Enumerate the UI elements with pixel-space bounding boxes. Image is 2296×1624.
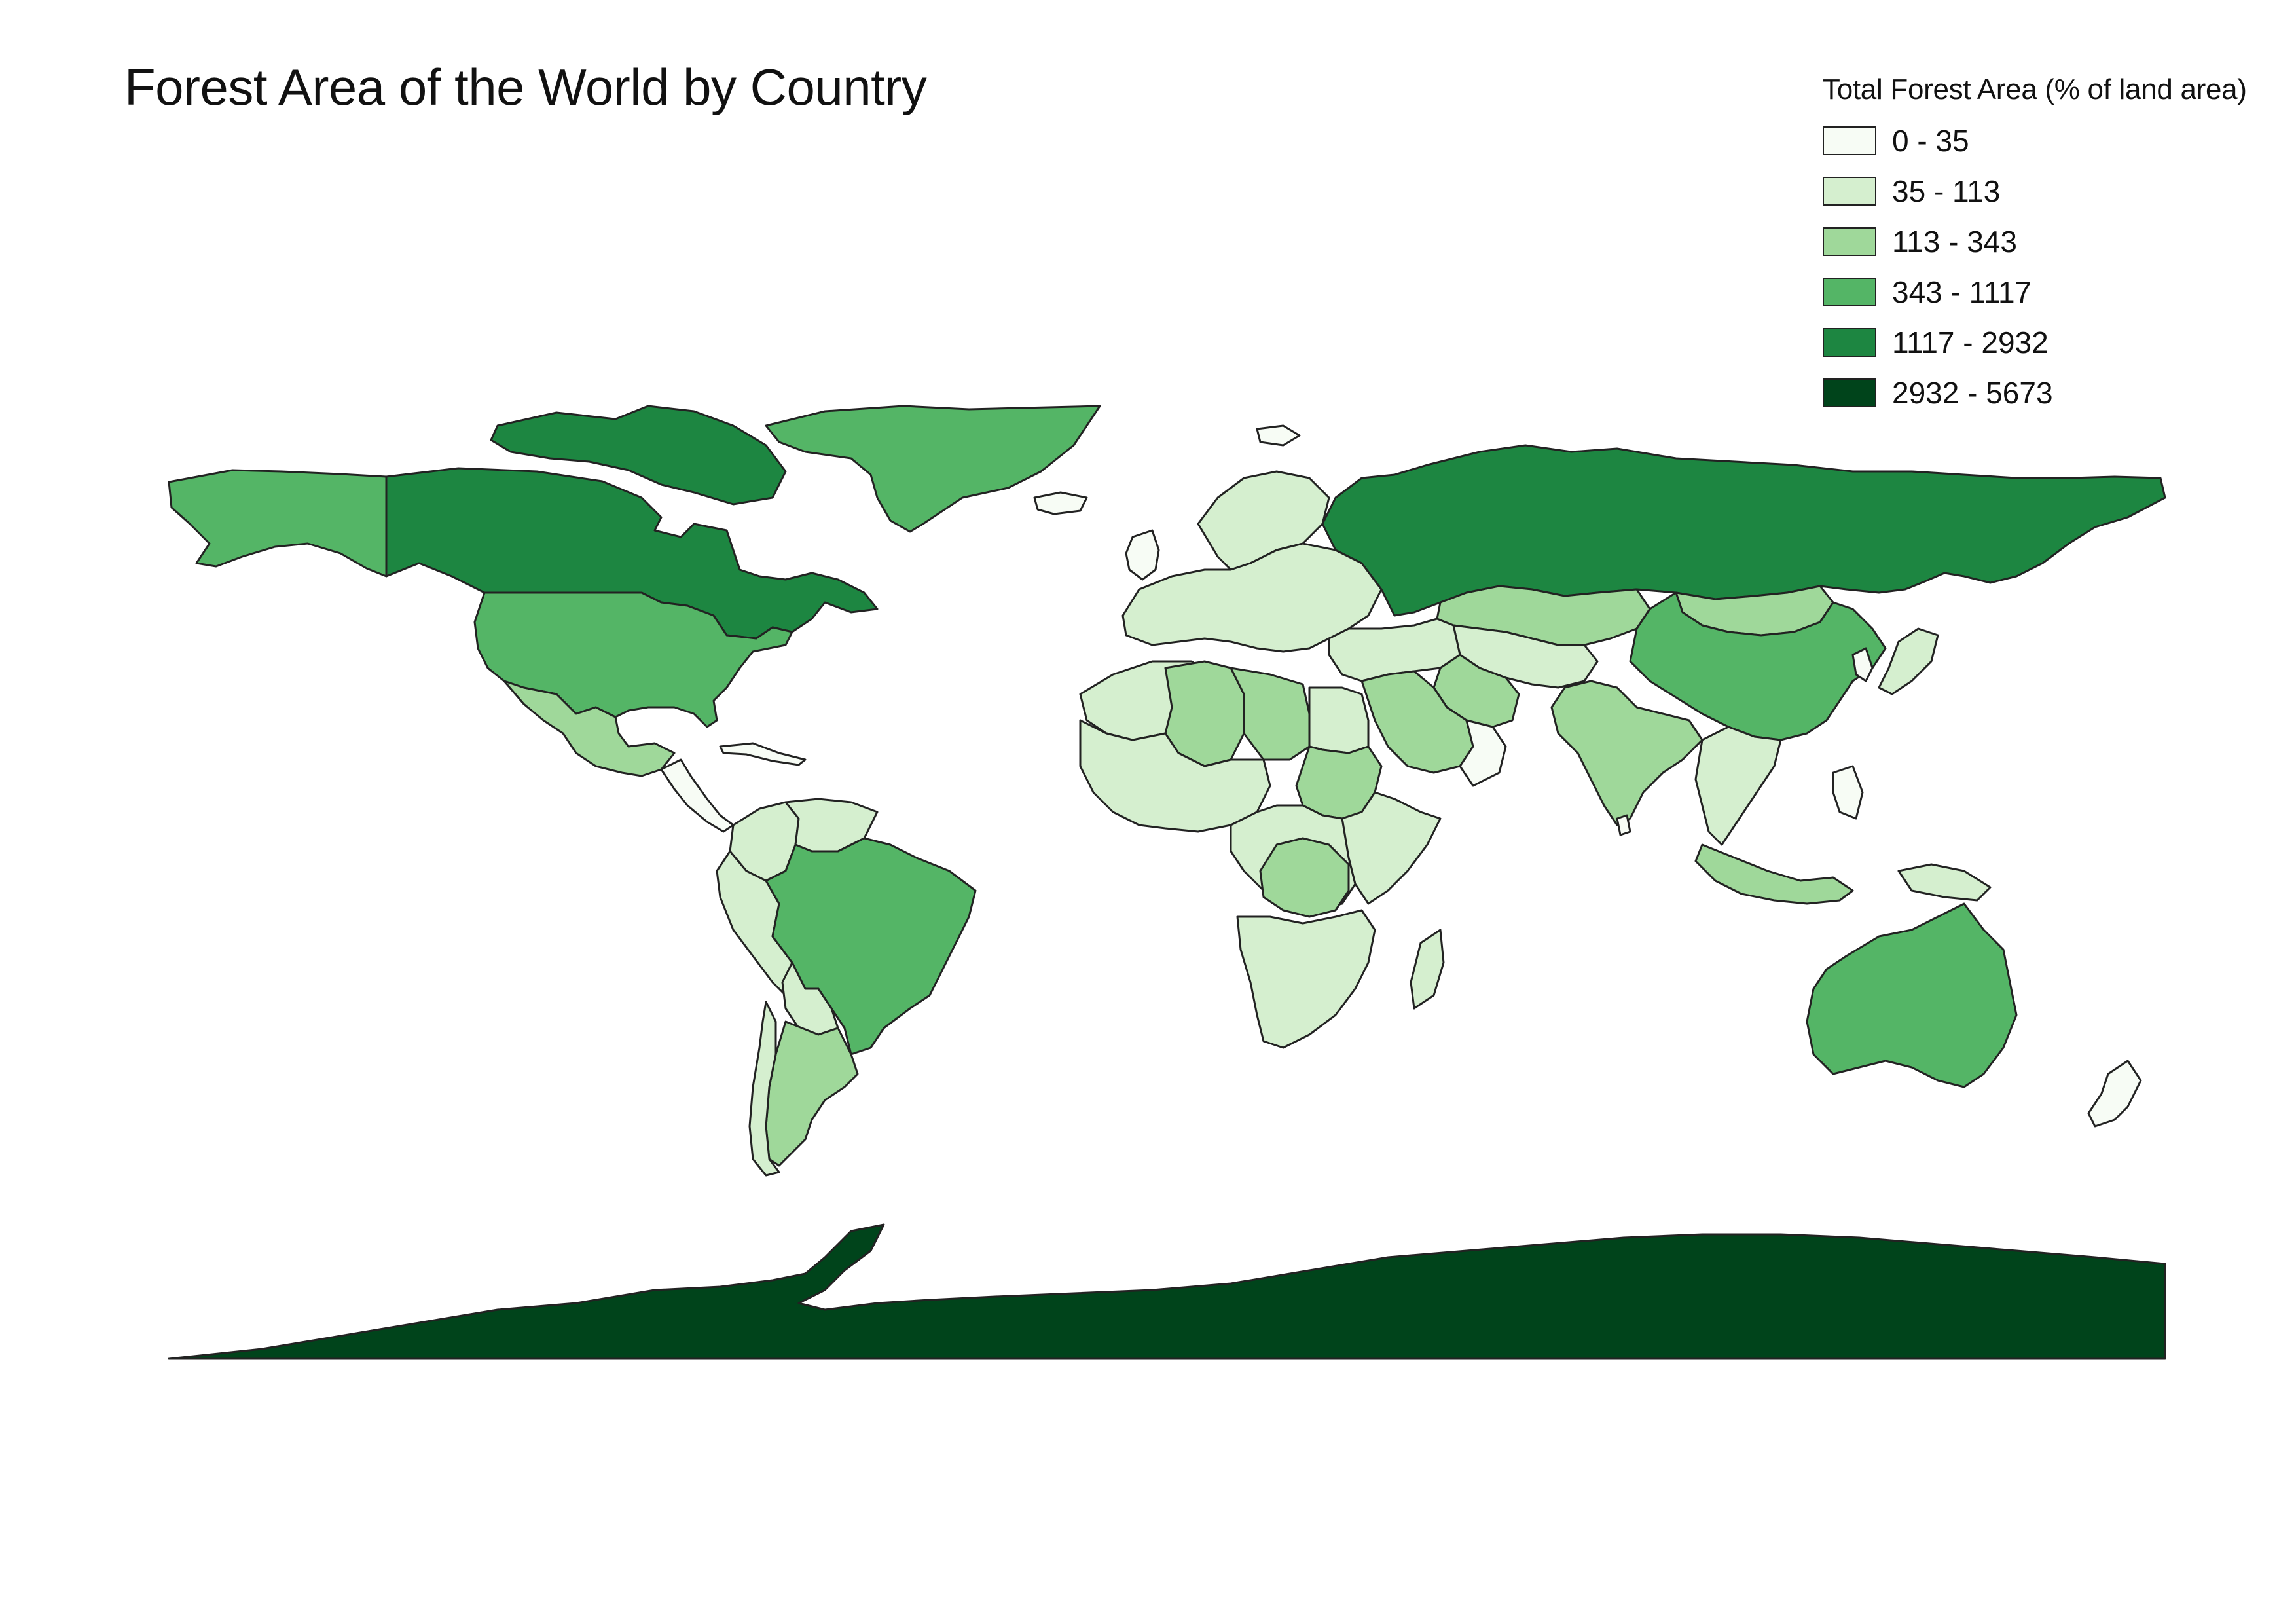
legend-swatch	[1823, 227, 1876, 256]
legend-swatch	[1823, 327, 1876, 357]
region-alaska	[168, 469, 388, 578]
region-madagascar	[1410, 929, 1445, 1010]
region-sri-lanka	[1616, 814, 1631, 836]
legend-swatch	[1823, 378, 1876, 407]
legend-label: 1117 - 2932	[1892, 325, 2049, 360]
page-title: Forest Area of the World by Country	[124, 58, 927, 116]
legend-label: 343 - 1117	[1892, 274, 2032, 309]
legend-swatch	[1823, 126, 1876, 155]
region-chile	[748, 1001, 780, 1177]
legend-item: 113 - 343	[1823, 216, 2281, 267]
legend-label: 35 - 113	[1892, 174, 2001, 208]
legend-item: 1117 - 2932	[1823, 317, 2281, 367]
region-united-kingdom	[1125, 529, 1160, 581]
region-korea	[1851, 647, 1874, 682]
region-west-africa	[1079, 719, 1271, 833]
region-china	[1629, 591, 1887, 741]
region-new-zealand	[2087, 1060, 2142, 1128]
region-dr-congo	[1259, 837, 1350, 918]
region-iceland	[1033, 491, 1088, 515]
region-india	[1550, 680, 1704, 826]
legend-item: 343 - 1117	[1823, 267, 2281, 317]
legend-label: 2932 - 5673	[1892, 375, 2053, 410]
legend-item: 35 - 113	[1823, 166, 2281, 216]
region-southern-africa	[1236, 909, 1376, 1049]
region-southeast-asia	[1694, 726, 1782, 846]
region-egypt	[1308, 686, 1370, 754]
legend-title: Total Forest Area (% of land area)	[1823, 73, 2247, 105]
legend-swatch	[1823, 176, 1876, 206]
legend-swatch	[1823, 277, 1876, 306]
region-japan	[1878, 627, 1939, 695]
region-philippines	[1832, 765, 1864, 820]
region-svalbard	[1256, 424, 1301, 447]
region-indonesia	[1694, 843, 1854, 905]
region-russia	[1321, 444, 2166, 617]
region-caribbean	[719, 742, 807, 766]
region-central-america	[660, 758, 735, 833]
legend-item: 0 - 35	[1823, 115, 2281, 166]
region-papua-new-guinea	[1897, 863, 1992, 902]
region-arabian-peninsula-east	[1459, 719, 1507, 787]
region-australia	[1806, 902, 2018, 1088]
region-greenland	[765, 405, 1101, 533]
region-mexico	[503, 680, 676, 777]
region-argentina	[765, 1020, 859, 1167]
legend: Total Forest Area (% of land area) 0 - 3…	[1823, 73, 2281, 418]
legend-label: 113 - 343	[1892, 224, 2017, 259]
region-arctic-islands	[490, 405, 787, 506]
legend-item: 2932 - 5673	[1823, 367, 2281, 418]
region-antarctica	[168, 1223, 2166, 1360]
legend-label: 0 - 35	[1892, 123, 1969, 158]
region-libya	[1230, 667, 1311, 761]
